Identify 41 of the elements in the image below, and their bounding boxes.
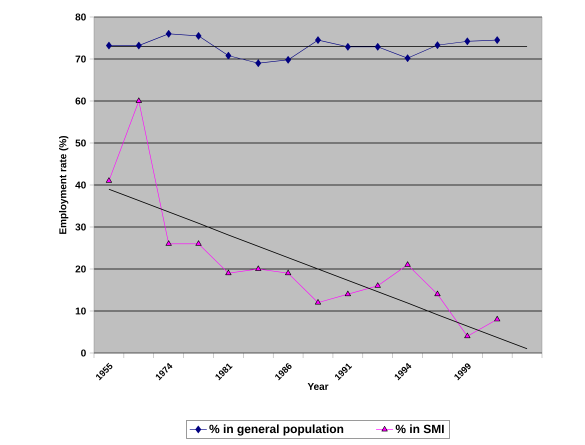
y-tick-label: 10 xyxy=(76,307,86,315)
point xyxy=(225,52,232,60)
point xyxy=(344,43,351,51)
point xyxy=(494,36,500,44)
point xyxy=(344,290,351,296)
point xyxy=(106,42,112,50)
point xyxy=(314,299,322,304)
point xyxy=(255,266,262,271)
point xyxy=(106,177,112,183)
point xyxy=(195,240,202,246)
point xyxy=(136,98,142,103)
y-tick-label: 80 xyxy=(75,13,86,21)
point xyxy=(255,59,262,67)
point xyxy=(434,290,441,296)
point xyxy=(315,36,321,44)
point xyxy=(196,32,202,40)
point xyxy=(434,41,440,49)
point xyxy=(404,54,411,62)
point xyxy=(464,38,470,46)
x-axis-title: Year xyxy=(308,383,328,390)
legend-label: % in general population xyxy=(209,424,344,436)
y-tick-label: 70 xyxy=(76,55,86,63)
y-axis-title: Employment rate (%) xyxy=(59,136,68,234)
y-tick-label: 40 xyxy=(75,181,86,189)
point xyxy=(136,42,142,50)
y-tick-label: 30 xyxy=(75,223,86,231)
point xyxy=(374,282,381,288)
y-tick-label: 60 xyxy=(76,97,86,105)
y-tick-label: 0 xyxy=(81,349,86,357)
point xyxy=(285,56,292,64)
y-tick-label: 50 xyxy=(75,139,86,147)
point xyxy=(166,240,172,246)
point xyxy=(285,270,292,276)
point xyxy=(166,30,172,38)
legend-label: % in SMI xyxy=(396,424,444,434)
point xyxy=(404,261,411,267)
point xyxy=(374,43,381,51)
point xyxy=(225,270,232,276)
point xyxy=(464,332,470,338)
y-tick-label: 20 xyxy=(75,265,86,273)
point xyxy=(494,316,500,322)
